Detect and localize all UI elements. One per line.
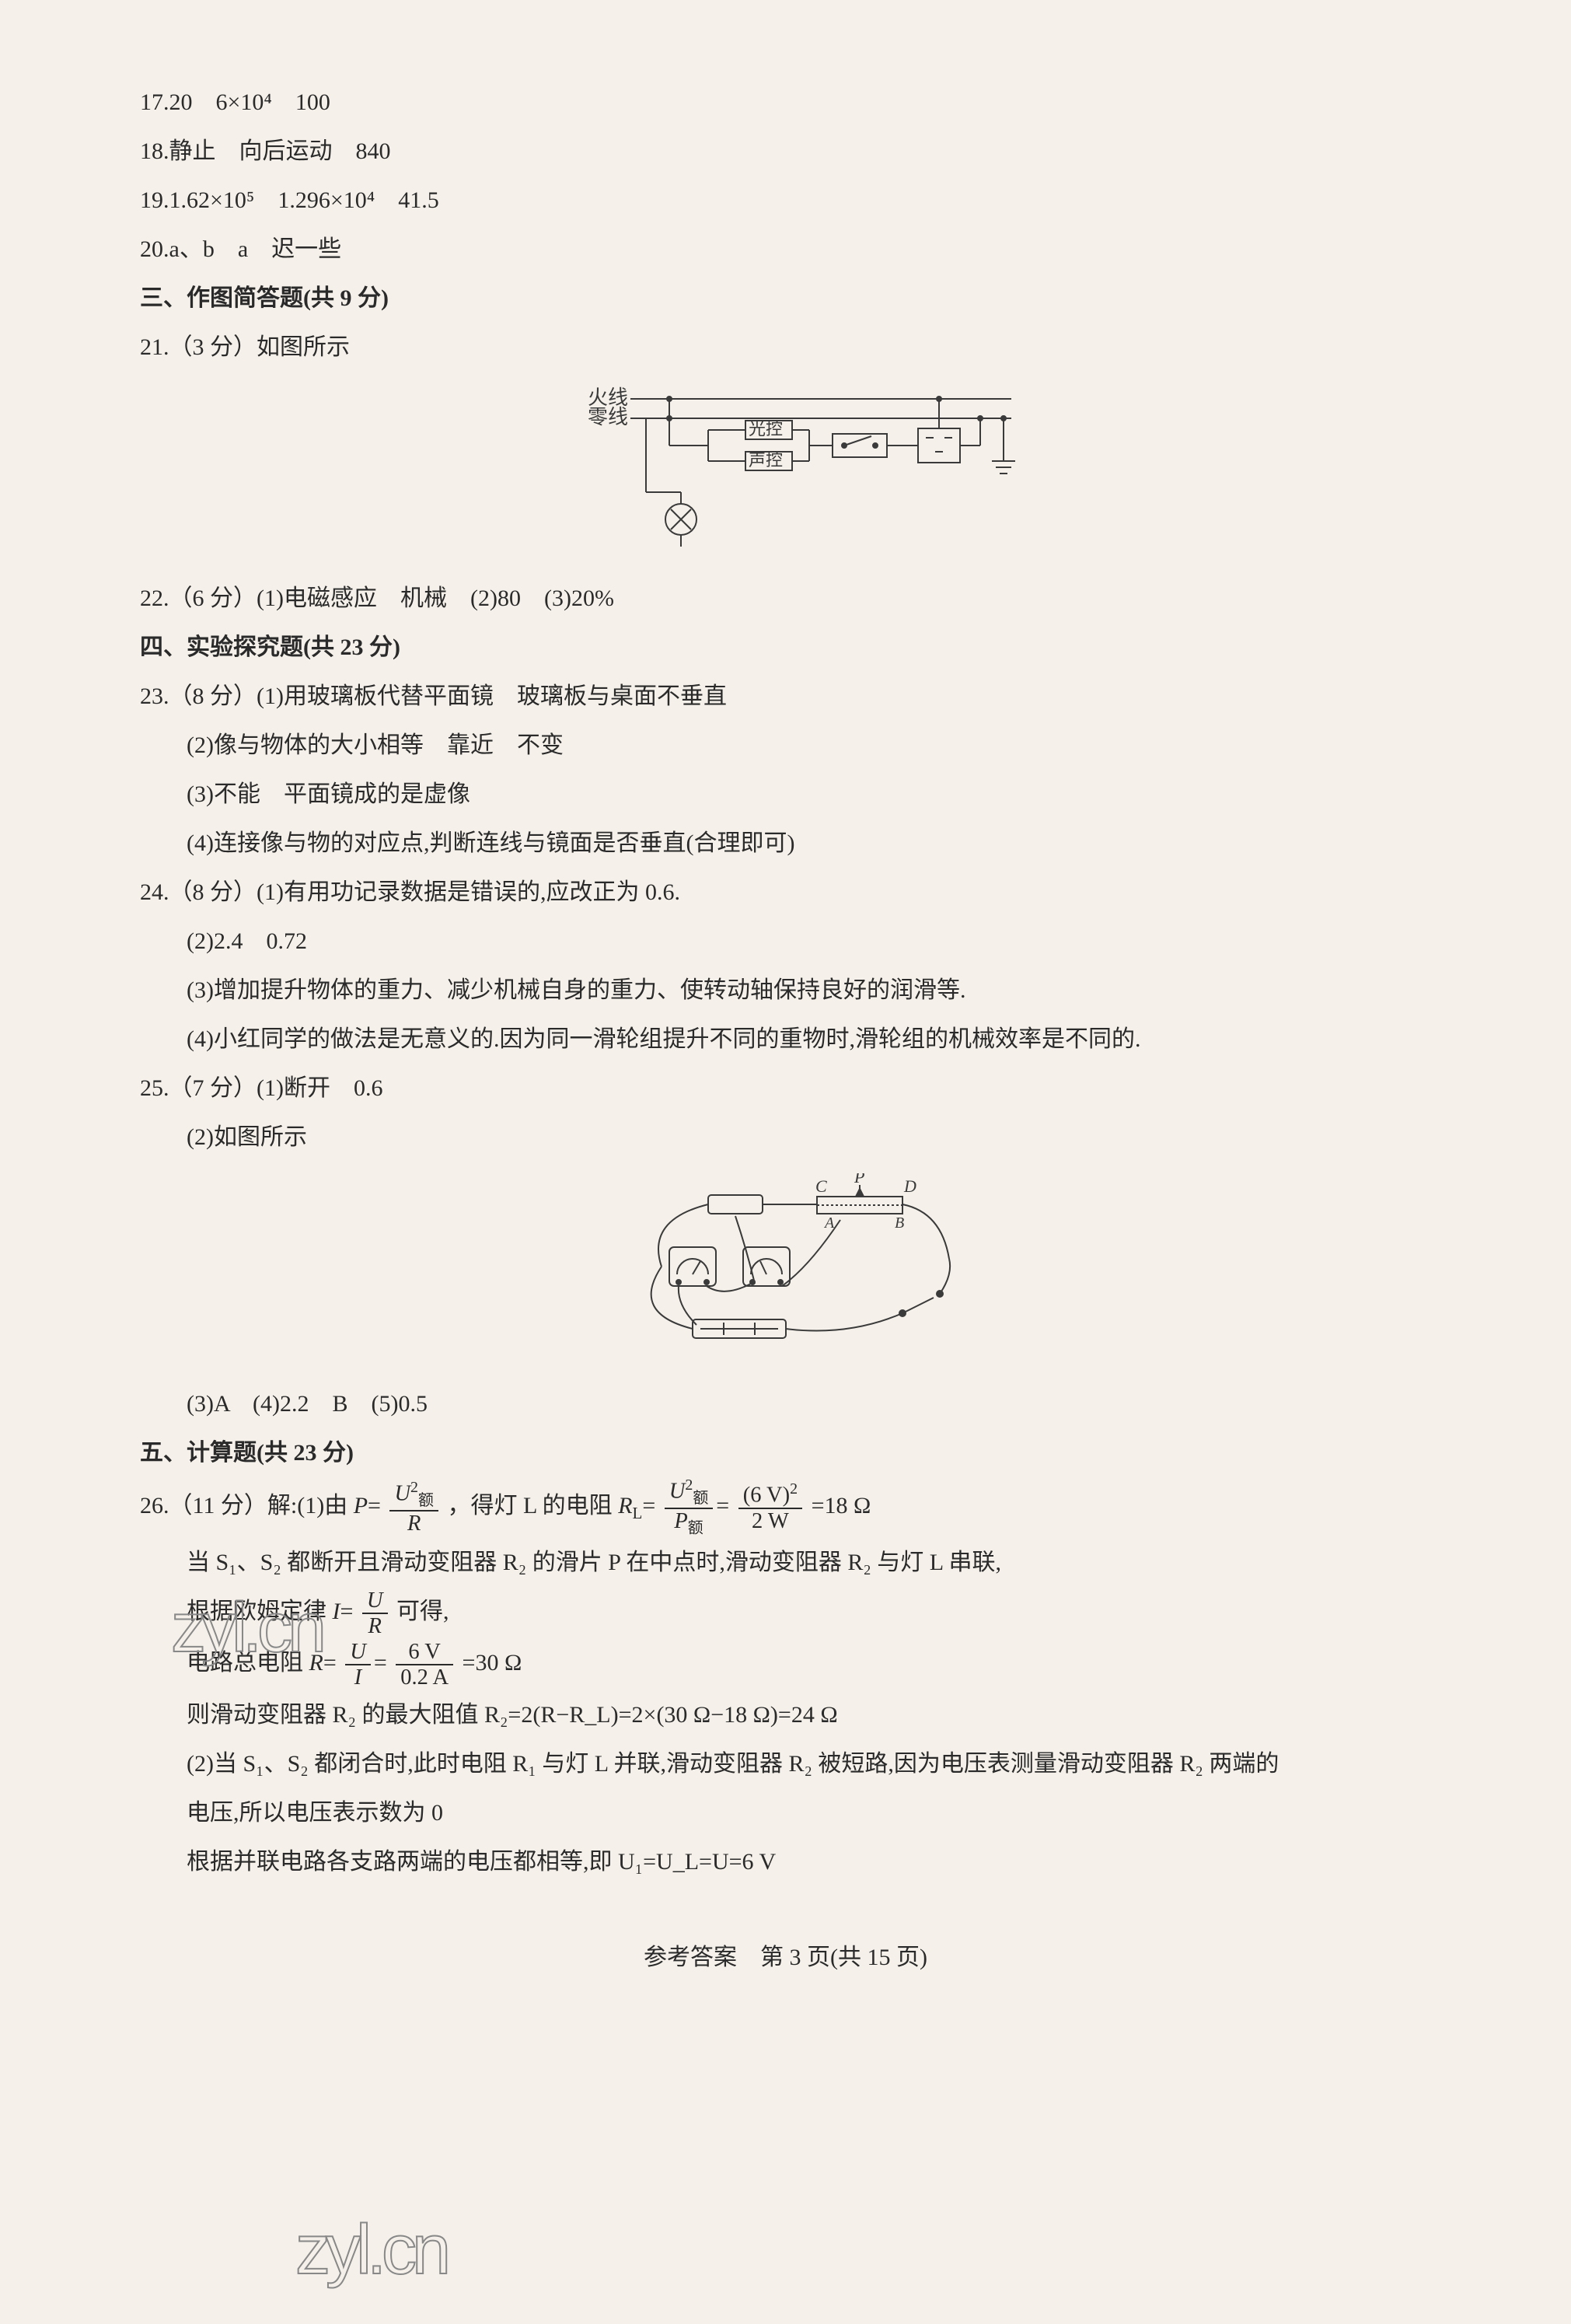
q25-1: 25.（7 分）(1)断开 0.6 <box>140 1064 1431 1113</box>
q23-1: 23.（8 分）(1)用玻璃板代替平面镜 玻璃板与桌面不垂直 <box>140 672 1431 721</box>
q26-l3-suffix: 可得, <box>396 1599 449 1624</box>
q24-1: 24.（8 分）(1)有用功记录数据是错误的,应改正为 0.6. <box>140 868 1431 917</box>
svg-text:声控: 声控 <box>749 450 783 470</box>
q26-line1: 26.（11 分）解:(1)由 P= U2额 R ，得灯 L 的电阻 RL= U… <box>140 1477 1431 1538</box>
q26-line2: 当 S₁、S₂ 都断开且滑动变阻器 R₂ 的滑片 P 在中点时,滑动变阻器 R₂… <box>140 1538 1431 1587</box>
q25-2: (2)如图所示 <box>140 1113 1431 1162</box>
q26-line4: 电路总电阻 R= U I = 6 V 0.2 A =30 Ω <box>140 1638 1431 1690</box>
frac-3: U R <box>362 1588 388 1639</box>
q26-l1-mid: ，得灯 L 的电阻 <box>447 1493 618 1518</box>
q25-3: (3)A (4)2.2 B (5)0.5 <box>140 1379 1431 1428</box>
page-footer: 参考答案 第 3 页(共 15 页) <box>140 1933 1431 1982</box>
q24-3: (3)增加提升物体的重力、减少机械自身的重力、使转动轴保持良好的润滑等. <box>140 966 1431 1015</box>
answer-20: 20.a、b a 迟一些 <box>140 225 1431 274</box>
answer-22: 22.（6 分）(1)电磁感应 机械 (2)80 (3)20% <box>140 574 1431 623</box>
circuit-figure-2: C P D A B <box>140 1173 1431 1360</box>
q24-4: (4)小红同学的做法是无意义的.因为同一滑轮组提升不同的重物时,滑轮组的机械效率… <box>140 1015 1431 1064</box>
formula-rl: R <box>618 1493 632 1518</box>
answer-18: 18.静止 向后运动 840 <box>140 127 1431 176</box>
answer-21: 21.（3 分）如图所示 <box>140 323 1431 372</box>
frac-1: U2额 R <box>389 1480 438 1536</box>
q26-line3: 根据欧姆定律 I= U R 可得, <box>140 1587 1431 1638</box>
q26-l1-prefix: 26.（11 分）解:(1)由 <box>140 1493 354 1518</box>
answer-17: 17.20 6×10⁴ 100 <box>140 78 1431 127</box>
frac-2b: (6 V)2 2 W <box>738 1481 802 1533</box>
svg-text:A: A <box>823 1214 835 1232</box>
q26-line6: (2)当 S₁、S₂ 都闭合时,此时电阻 R₁ 与灯 L 并联,滑动变阻器 R₂… <box>140 1739 1431 1788</box>
formula-p: P <box>354 1493 368 1518</box>
svg-text:零线: 零线 <box>588 406 628 428</box>
svg-text:光控: 光控 <box>749 419 783 439</box>
frac-2a: U2额 P额 <box>665 1477 714 1538</box>
q23-3: (3)不能 平面镜成的是虚像 <box>140 770 1431 819</box>
q26-l1-suffix: =18 Ω <box>812 1493 871 1518</box>
q23-4: (4)连接像与物的对应点,判断连线与镜面是否垂直(合理即可) <box>140 819 1431 868</box>
frac-4b: 6 V 0.2 A <box>396 1640 453 1690</box>
section-3-title: 三、作图简答题(共 9 分) <box>140 274 1431 323</box>
circuit-svg-1: 火线 零线 光控 声控 <box>545 383 1027 554</box>
svg-text:P: P <box>854 1173 864 1186</box>
q26-line8: 根据并联电路各支路两端的电压都相等,即 U₁=U_L=U=6 V <box>140 1837 1431 1886</box>
svg-text:C: C <box>815 1176 827 1196</box>
frac-4a: U I <box>345 1640 371 1690</box>
q24-2: (2)2.4 0.72 <box>140 917 1431 966</box>
svg-text:D: D <box>903 1176 916 1196</box>
q26-line5: 则滑动变阻器 R₂ 的最大阻值 R₂=2(R−R_L)=2×(30 Ω−18 Ω… <box>140 1690 1431 1739</box>
answer-19: 19.1.62×10⁵ 1.296×10⁴ 41.5 <box>140 176 1431 225</box>
watermark-2: zyl.cn <box>295 2177 446 2324</box>
section-5-title: 五、计算题(共 23 分) <box>140 1428 1431 1477</box>
watermark-1: zyl.cn <box>171 1555 322 1702</box>
q26-l4-suffix: =30 Ω <box>463 1650 522 1676</box>
svg-text:B: B <box>895 1214 904 1232</box>
q23-2: (2)像与物体的大小相等 靠近 不变 <box>140 721 1431 770</box>
circuit-figure-1: 火线 零线 光控 声控 <box>140 383 1431 554</box>
section-4-title: 四、实验探究题(共 23 分) <box>140 623 1431 672</box>
q26-line7: 电压,所以电压表示数为 0 <box>140 1788 1431 1837</box>
circuit-svg-2: C P D A B <box>568 1173 1004 1360</box>
